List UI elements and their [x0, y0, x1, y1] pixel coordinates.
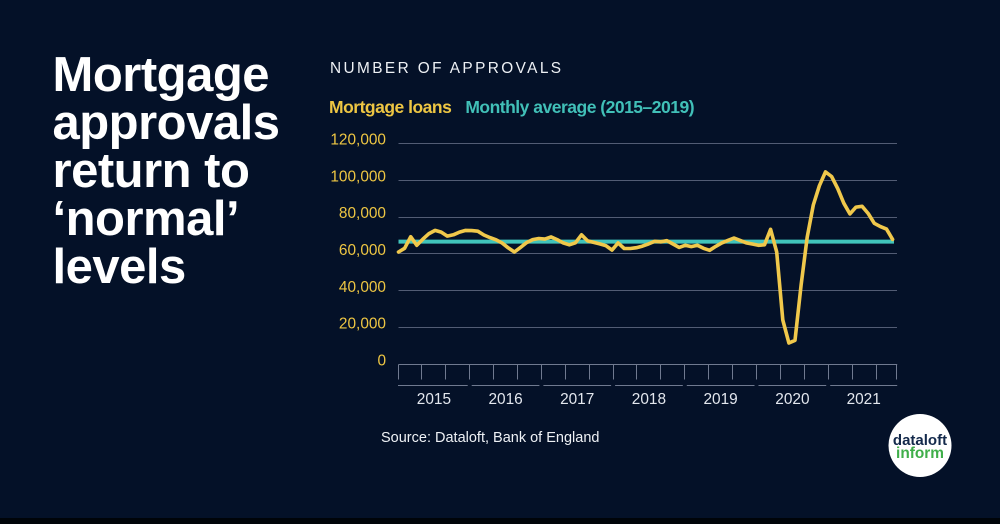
- svg-text:2016: 2016: [488, 391, 522, 408]
- svg-text:20,000: 20,000: [339, 316, 386, 333]
- svg-text:100,000: 100,000: [330, 168, 386, 185]
- svg-text:40,000: 40,000: [339, 279, 386, 296]
- svg-text:dataloft: dataloft: [893, 432, 947, 449]
- svg-text:2020: 2020: [775, 391, 809, 408]
- svg-text:2017: 2017: [560, 391, 594, 408]
- svg-text:120,000: 120,000: [330, 132, 386, 149]
- svg-text:inform: inform: [896, 445, 944, 462]
- svg-text:2018: 2018: [632, 391, 666, 408]
- svg-text:60,000: 60,000: [339, 242, 386, 259]
- svg-text:80,000: 80,000: [339, 205, 386, 222]
- svg-text:0: 0: [377, 352, 386, 369]
- svg-text:2019: 2019: [703, 391, 737, 408]
- svg-text:2015: 2015: [417, 391, 451, 408]
- svg-text:2021: 2021: [847, 391, 881, 408]
